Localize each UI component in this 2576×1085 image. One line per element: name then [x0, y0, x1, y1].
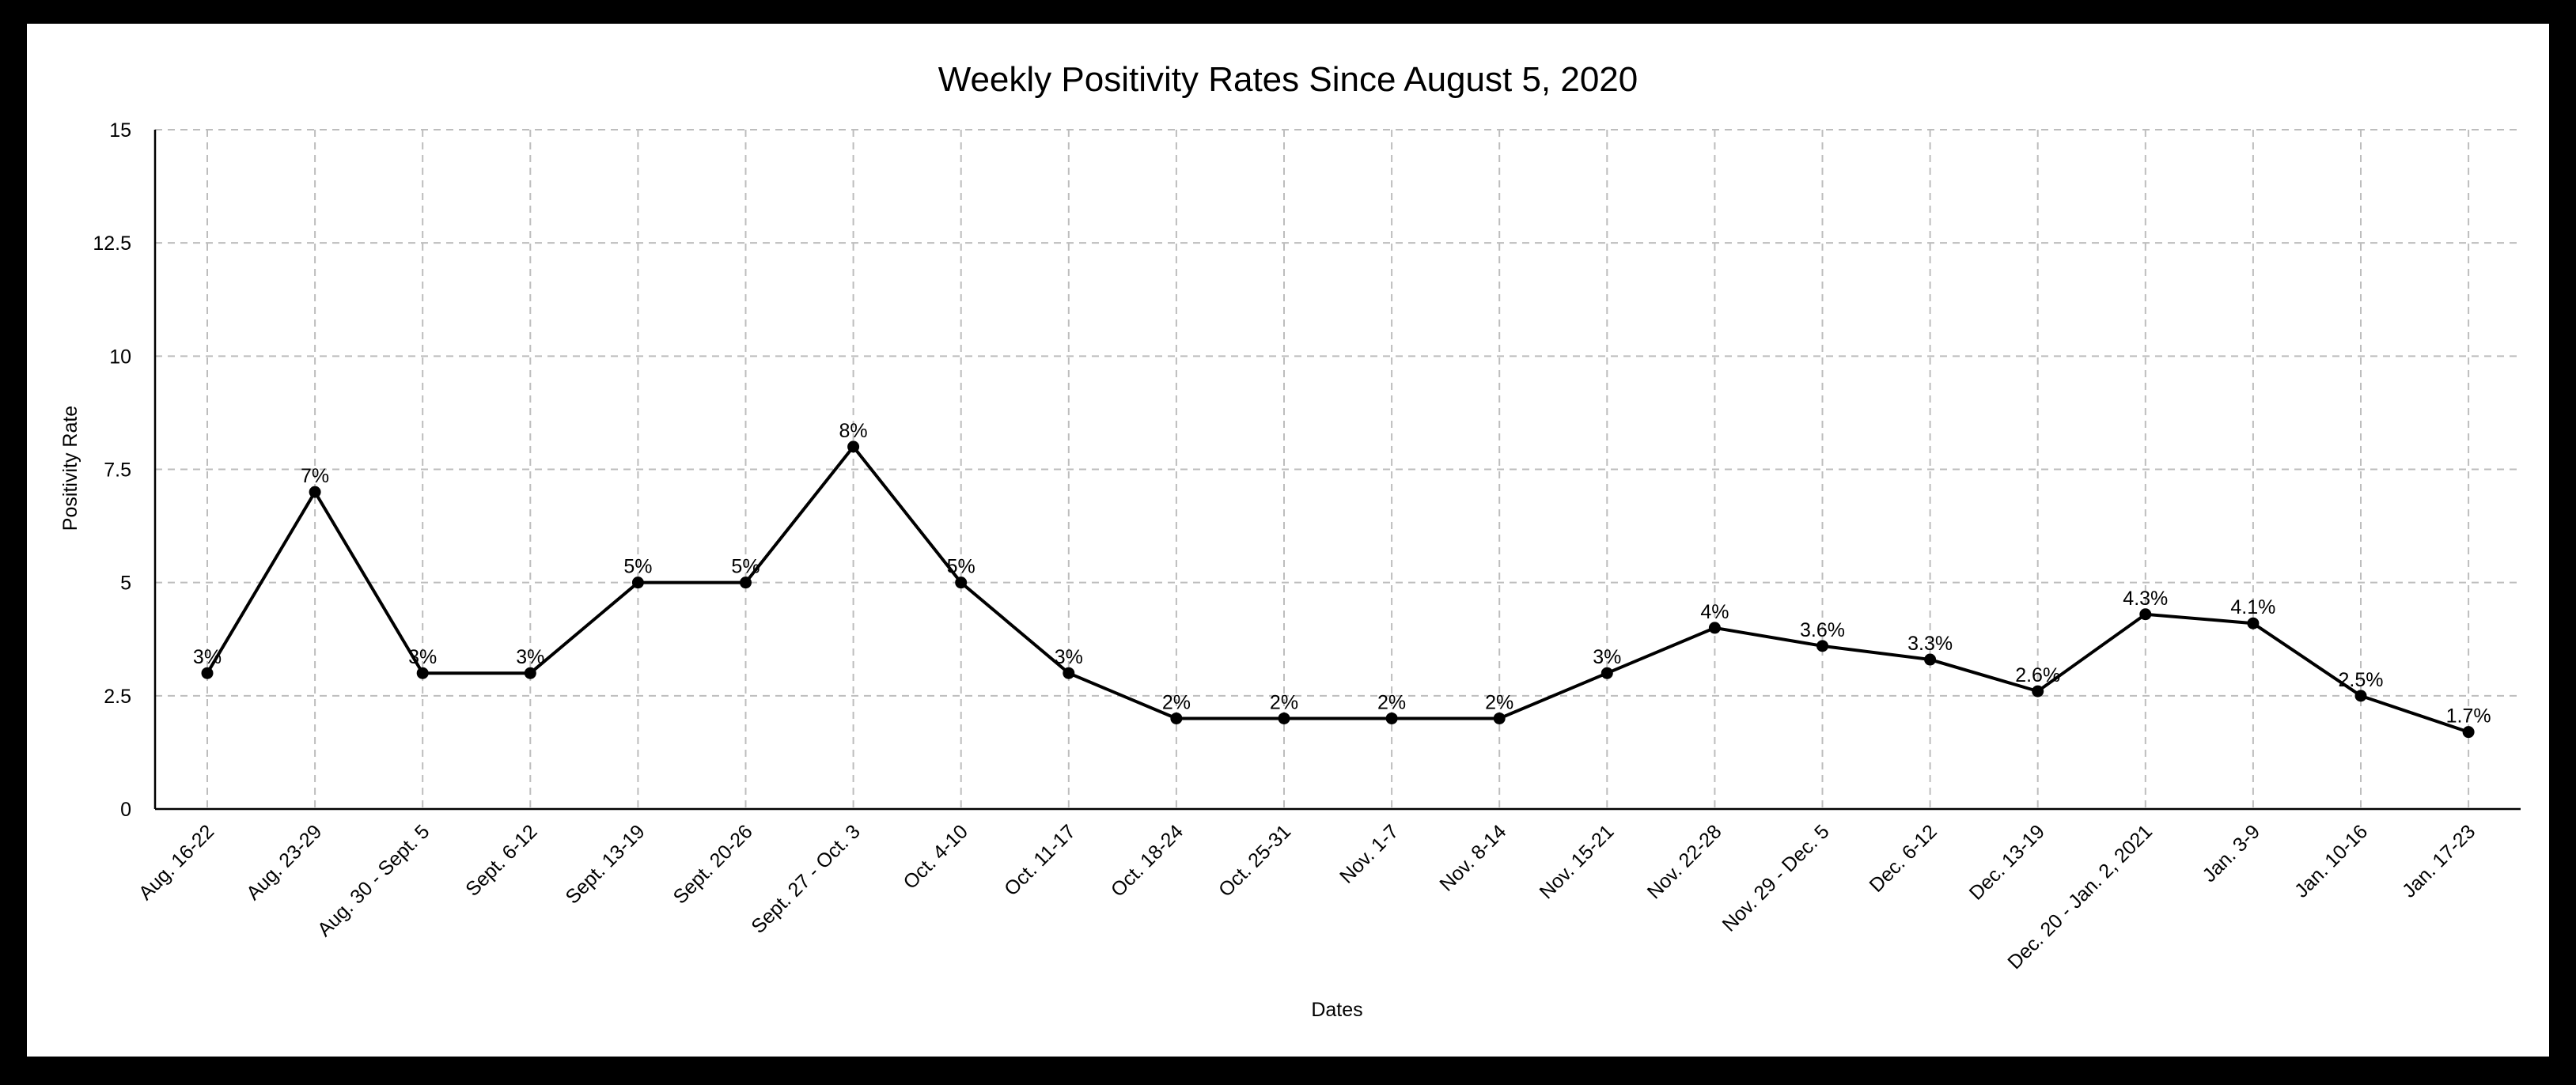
data-point [847, 440, 860, 453]
y-tick-label: 7.5 [104, 459, 131, 482]
data-label: 4.3% [2123, 588, 2168, 610]
data-point [740, 577, 752, 589]
data-point [2462, 726, 2475, 739]
series-positivity-rate [201, 440, 2475, 739]
y-tick-label: 2.5 [104, 686, 131, 708]
data-point [955, 577, 968, 589]
data-point [1924, 653, 1937, 666]
data-point [416, 667, 429, 679]
data-label: 8% [839, 420, 868, 442]
data-label: 4.1% [2230, 596, 2275, 618]
data-point [1170, 712, 1183, 724]
data-point [1493, 712, 1506, 724]
y-axis-title: Positivity Rate [59, 406, 81, 531]
y-tick-label: 15 [109, 119, 131, 142]
data-label: 3% [1593, 646, 1621, 668]
data-label: 2% [1485, 691, 1513, 713]
data-label: 5% [731, 556, 760, 578]
data-label: 7% [301, 465, 329, 487]
data-point [1385, 712, 1398, 724]
data-labels: 3% 7% 3% 3% 5% 5% 8% 5% 3% 2% 2% 2% 2% 3% 4% 3.6% 3.3% 2.… [193, 420, 2491, 728]
data-label: 2.5% [2339, 669, 2384, 691]
data-label: 1.7% [2446, 705, 2491, 728]
data-point [2247, 617, 2260, 629]
data-label: 3% [516, 646, 544, 668]
chart-background [27, 24, 2549, 1057]
y-tick-label: 5 [120, 573, 131, 595]
y-tick-label: 0 [120, 799, 131, 821]
data-label: 3% [193, 646, 222, 668]
data-point [1708, 622, 1721, 634]
y-tick-label: 12.5 [93, 232, 131, 255]
data-label: 2.6% [2015, 664, 2060, 686]
data-label: 5% [623, 556, 652, 578]
data-point [2354, 690, 2367, 702]
x-axis-title: Dates [1311, 999, 1362, 1021]
chart-title: Weekly Positivity Rates Since August 5, … [938, 60, 1638, 99]
grid-lines [155, 129, 2521, 809]
data-label: 2% [1162, 691, 1191, 713]
data-point [2032, 685, 2044, 698]
data-point [1063, 667, 1075, 679]
series-line [206, 444, 2469, 734]
data-point [1816, 640, 1828, 652]
data-point [524, 667, 536, 679]
data-label: 3.6% [1800, 619, 1845, 641]
data-label: 4% [1700, 601, 1729, 623]
data-point [309, 486, 321, 498]
axes [153, 130, 2521, 811]
y-tick-label: 10 [109, 346, 131, 368]
data-point [201, 667, 214, 679]
data-label: 2% [1270, 691, 1298, 713]
data-label: 3.3% [1907, 633, 1953, 655]
data-label: 3% [1055, 646, 1083, 668]
y-tick-labels: 0 2.5 5 7.5 10 12.5 15 [93, 119, 131, 821]
data-point [1601, 667, 1613, 679]
data-point [2139, 608, 2152, 621]
data-label: 2% [1377, 691, 1406, 713]
data-label: 3% [408, 646, 437, 668]
data-point [1278, 712, 1290, 724]
data-label: 5% [947, 556, 975, 578]
data-point [631, 577, 644, 589]
